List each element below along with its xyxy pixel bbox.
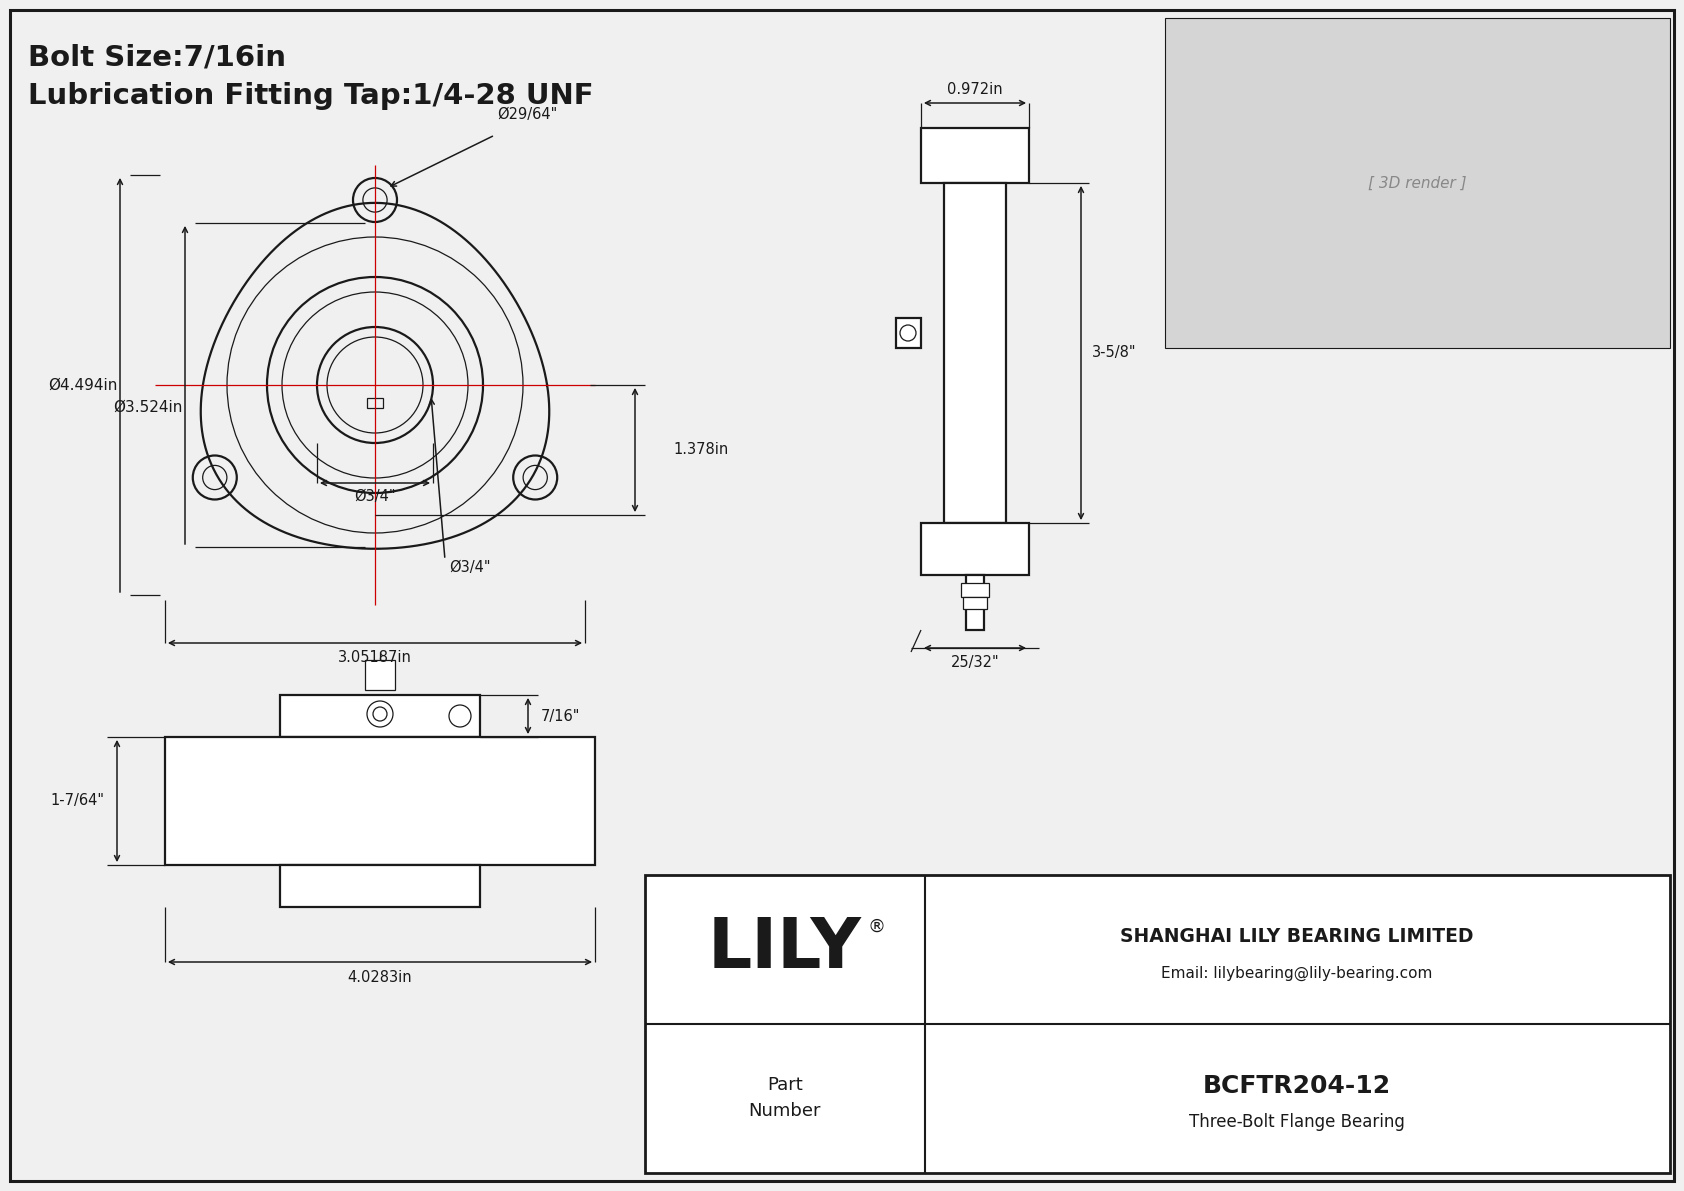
Bar bbox=[645, 875, 1671, 1173]
Bar bbox=[367, 398, 382, 409]
Text: ®: ® bbox=[867, 918, 886, 936]
Bar bbox=[280, 696, 480, 737]
Text: [ 3D render ]: [ 3D render ] bbox=[1367, 175, 1467, 191]
Bar bbox=[896, 318, 921, 348]
Text: 0.972in: 0.972in bbox=[946, 81, 1002, 96]
Bar bbox=[921, 127, 1029, 183]
Text: 1.378in: 1.378in bbox=[674, 443, 727, 457]
Text: 3-5/8": 3-5/8" bbox=[1091, 345, 1137, 361]
Bar bbox=[165, 737, 594, 865]
Text: 1-7/64": 1-7/64" bbox=[51, 793, 104, 809]
Bar bbox=[280, 865, 480, 908]
Bar bbox=[962, 584, 989, 597]
Text: Ø3.524in: Ø3.524in bbox=[113, 399, 184, 414]
Text: Ø3/4": Ø3/4" bbox=[450, 560, 490, 575]
Bar bbox=[1165, 18, 1671, 348]
Text: Lubrication Fitting Tap:1/4-28 UNF: Lubrication Fitting Tap:1/4-28 UNF bbox=[29, 82, 594, 110]
Text: Ø4.494in: Ø4.494in bbox=[49, 378, 118, 393]
Bar bbox=[963, 597, 987, 609]
Text: LILY: LILY bbox=[707, 916, 862, 983]
Text: Ø3/4": Ø3/4" bbox=[354, 488, 396, 504]
Text: 7/16": 7/16" bbox=[541, 709, 581, 723]
Bar bbox=[921, 523, 1029, 575]
Bar bbox=[365, 660, 396, 690]
Bar bbox=[967, 575, 983, 630]
Text: 3.05187in: 3.05187in bbox=[338, 650, 413, 666]
Text: Three-Bolt Flange Bearing: Three-Bolt Flange Bearing bbox=[1189, 1114, 1404, 1131]
Text: 4.0283in: 4.0283in bbox=[347, 969, 413, 985]
Text: SHANGHAI LILY BEARING LIMITED: SHANGHAI LILY BEARING LIMITED bbox=[1120, 928, 1474, 947]
Text: Ø29/64": Ø29/64" bbox=[497, 107, 557, 121]
Text: Part
Number: Part Number bbox=[749, 1077, 822, 1120]
Text: 25/32": 25/32" bbox=[951, 655, 999, 671]
Text: BCFTR204-12: BCFTR204-12 bbox=[1202, 1074, 1391, 1098]
Bar bbox=[945, 183, 1005, 523]
Text: Email: lilybearing@lily-bearing.com: Email: lilybearing@lily-bearing.com bbox=[1162, 966, 1433, 980]
Text: Bolt Size:7/16in: Bolt Size:7/16in bbox=[29, 44, 286, 71]
